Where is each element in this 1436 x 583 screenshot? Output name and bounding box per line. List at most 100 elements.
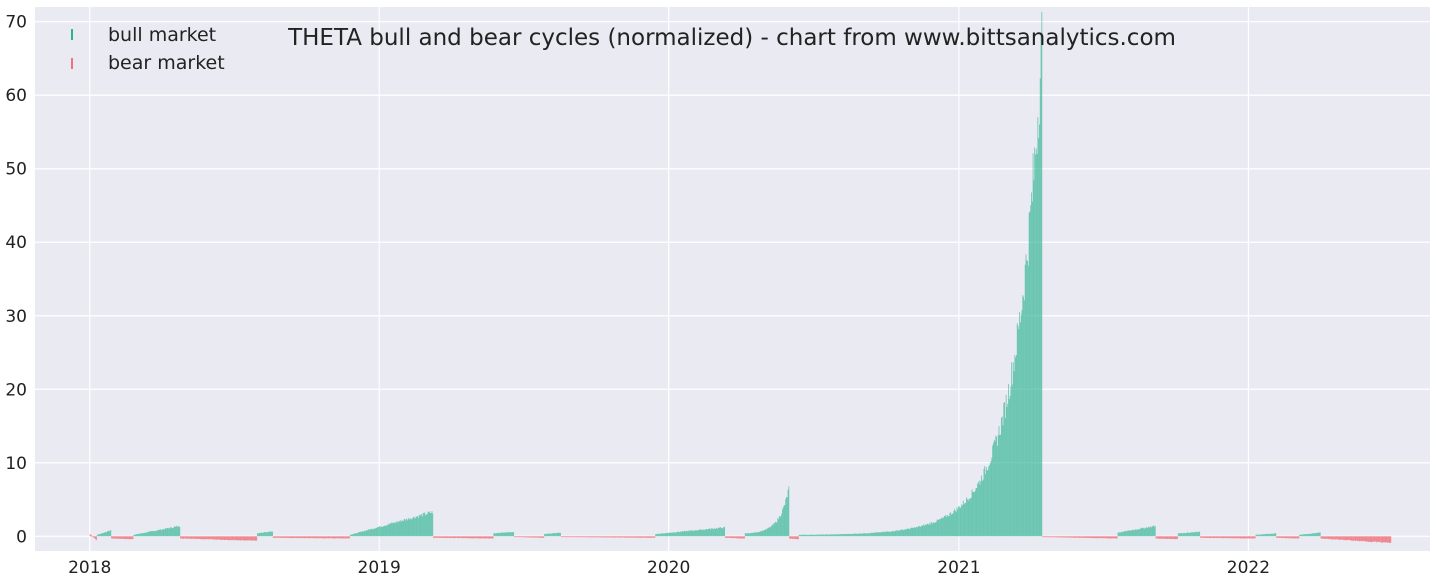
bear-market-bar (632, 536, 634, 538)
bear-market-bar (492, 536, 494, 539)
bear-market-bar (791, 536, 793, 539)
bull-market-bar (694, 529, 696, 537)
bear-market-bar (448, 536, 450, 538)
bull-market-bar (717, 528, 718, 537)
bear-market-bar (92, 536, 94, 538)
bull-market-bar (905, 529, 907, 537)
bull-market-bar (356, 533, 358, 537)
bull-market-bar (150, 531, 152, 537)
bull-market-bar (177, 525, 179, 537)
bear-market-bar (212, 536, 214, 540)
bear-market-bar (1108, 536, 1109, 539)
bull-market-bar (757, 532, 759, 537)
bull-market-bar (678, 532, 680, 537)
bear-market-bar (345, 536, 346, 539)
bear-market-bar (632, 536, 634, 538)
bull-market-bar (161, 530, 162, 537)
bull-market-bar (163, 529, 165, 537)
bull-market-bar (967, 498, 969, 537)
bear-market-bar (1157, 536, 1159, 539)
bull-market-bar (264, 532, 266, 537)
bear-market-bar (217, 536, 219, 540)
bull-market-bar (895, 530, 897, 537)
bull-market-bar (862, 533, 864, 537)
bull-market-bar (919, 525, 921, 537)
bull-market-bar (996, 436, 998, 537)
bull-market-bar (268, 531, 270, 537)
bear-market-bar (328, 536, 330, 539)
bull-market-bar (158, 529, 160, 537)
bear-market-bar (1352, 536, 1354, 541)
bear-market-bar (446, 536, 448, 538)
bear-market-bar (1085, 536, 1087, 538)
bull-market-bar (1036, 153, 1038, 537)
y-tick-label: 40 (5, 233, 27, 253)
bear-market-bar (1212, 536, 1214, 538)
bull-market-bar (954, 509, 956, 537)
bear-market-bar (534, 536, 536, 538)
bull-market-bar (953, 510, 955, 537)
bear-market-bar (1106, 536, 1108, 539)
bear-market-bar (1251, 536, 1253, 539)
bull-market-bar (1123, 531, 1125, 537)
bear-market-bar (1211, 536, 1212, 538)
bear-market-bar (90, 534, 92, 537)
bull-market-bar (145, 532, 147, 537)
bull-market-bar (980, 480, 982, 537)
bear-market-bar (210, 536, 212, 540)
bear-market-bar (514, 536, 515, 538)
bear-market-bar (1074, 536, 1076, 538)
bear-market-bar (197, 536, 199, 539)
bear-market-bar (342, 536, 344, 539)
bear-market-bar (292, 536, 294, 539)
legend-bear-label: bear market (108, 52, 225, 74)
bull-market-bar (171, 527, 173, 537)
bull-market-bar (376, 527, 377, 537)
bear-market-bar (89, 534, 91, 537)
y-tick-label: 60 (5, 86, 27, 106)
bull-market-bar (770, 526, 772, 537)
bear-market-bar (581, 536, 583, 538)
bear-market-bar (320, 536, 322, 539)
bear-market-bar (1079, 536, 1081, 538)
bear-market-bar (619, 536, 621, 538)
bull-market-bar (1179, 533, 1181, 537)
bull-market-bar (1118, 532, 1120, 537)
bear-market-bar (602, 536, 603, 538)
bear-market-bar (1334, 536, 1335, 540)
bull-market-bar (1275, 533, 1277, 537)
bear-market-bar (1295, 536, 1297, 539)
bull-market-bar (1134, 530, 1136, 537)
bull-market-bar (874, 532, 876, 537)
bear-market-bar (567, 536, 568, 538)
bear-market-bar (127, 536, 128, 539)
bars (89, 11, 1392, 544)
bull-market-bar (138, 533, 140, 537)
bull-market-bar (1009, 395, 1011, 537)
bear-market-bar (597, 536, 599, 538)
bull-market-bar (780, 516, 782, 537)
bear-market-bar (728, 536, 730, 538)
bear-market-bar (1377, 536, 1379, 542)
bull-market-bar (663, 533, 664, 537)
bear-market-bar (1374, 536, 1376, 542)
bear-market-bar (483, 536, 485, 539)
bull-market-bar (104, 532, 105, 537)
bear-market-bar (1088, 536, 1090, 539)
bear-market-bar (732, 536, 734, 539)
bull-market-bar (172, 527, 174, 537)
bear-market-bar (1163, 536, 1165, 539)
bull-market-bar (990, 460, 992, 537)
bull-market-bar (265, 532, 267, 537)
bear-market-bar (1161, 536, 1163, 539)
bear-market-bar (1110, 536, 1112, 539)
bull-market-bar (812, 534, 814, 537)
bull-market-bar (1029, 211, 1031, 537)
bull-market-bar (686, 530, 687, 537)
bull-market-bar (383, 525, 385, 537)
bull-market-bar (837, 534, 839, 537)
bull-market-bar (1017, 325, 1019, 537)
bear-market-bar (486, 536, 488, 539)
bull-market-bar (169, 527, 171, 537)
bull-market-bar (502, 532, 503, 537)
